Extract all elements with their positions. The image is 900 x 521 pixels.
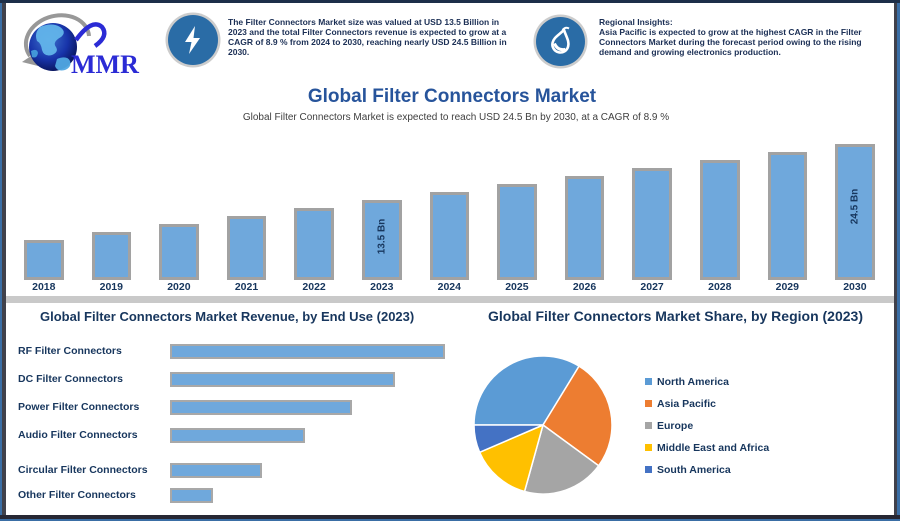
svg-text:MMR: MMR	[71, 50, 139, 79]
